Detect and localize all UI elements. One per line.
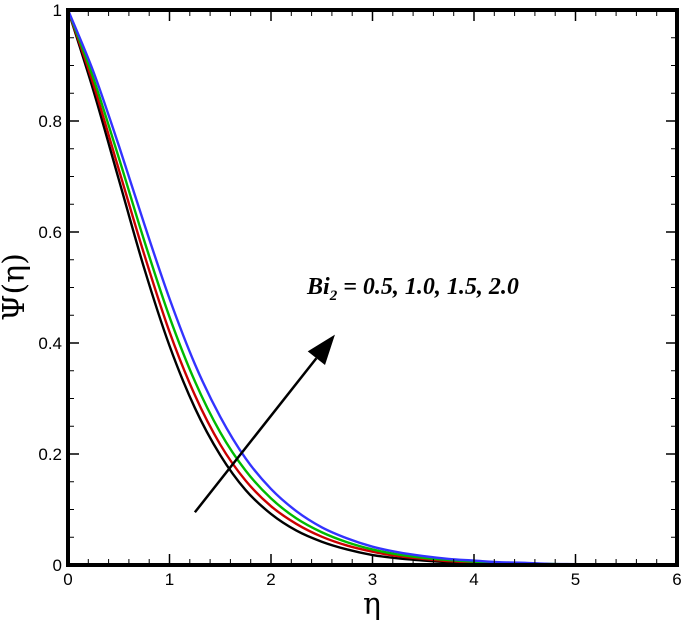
x-axis-title: η [363,587,381,622]
y-tick-label: 0.6 [38,223,62,242]
y-tick-label: 0.8 [38,112,62,131]
annotation-arrow [193,334,335,514]
y-tick-label: 1 [53,1,62,20]
annotation-base: Bi [306,274,330,300]
annotation-subscript: 2 [329,288,338,304]
x-tick-label: 2 [266,570,275,589]
x-tick-label: 5 [571,570,580,589]
y-tick-label: 0 [53,556,62,575]
y-tick-label: 0.2 [38,445,62,464]
arrow-head [307,334,335,366]
x-tick-label: 4 [469,570,478,589]
arrow-shaft [193,357,318,514]
x-tick-label: 6 [672,570,681,589]
y-tick-label: 0.4 [38,334,62,353]
annotation-label: Bi2 = 0.5, 1.0, 1.5, 2.0 [306,274,519,304]
y-axis-title: Ψ(η) [0,253,32,321]
x-tick-label: 1 [165,570,174,589]
x-tick-label: 3 [368,570,377,589]
x-tick-label: 0 [63,570,72,589]
annotation-values: = 0.5, 1.0, 1.5, 2.0 [337,274,519,300]
tick-labels: 0 1 2 3 4 5 6 0 0.2 0.4 0.6 0.8 1 [38,1,681,589]
axis-ticks [67,9,678,566]
